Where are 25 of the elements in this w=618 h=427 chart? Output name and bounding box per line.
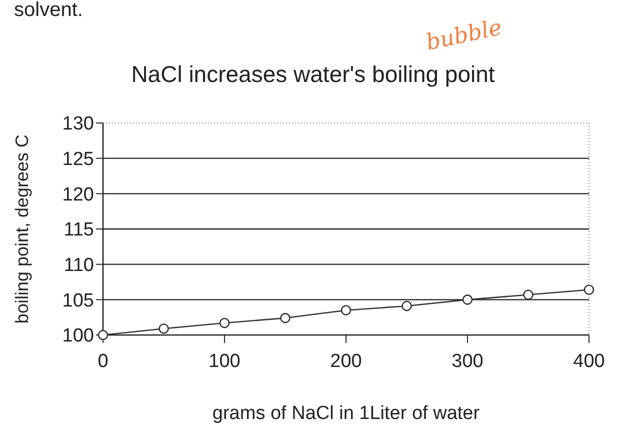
y-tick-label: 100 [62,326,94,347]
point [280,312,290,324]
x-tick-label: 200 [330,351,362,372]
point [402,300,412,312]
x-tick-label: 400 [573,351,605,372]
point [158,323,169,334]
point [523,290,534,300]
x-tick-label: 300 [452,351,484,372]
y-tick-label: 110 [64,254,94,276]
text: bubble [424,16,504,56]
point [584,284,594,295]
y-axis-title: boiling point, degrees C [12,134,32,324]
chart-title: NaCl increases water's boiling point [131,61,496,87]
y-tick-label: 105 [62,290,94,312]
x-axis-title: grams of NaCl in 1Liter of water [212,403,480,424]
point [219,318,230,328]
point [462,294,473,305]
y-tick-label: 125 [62,148,94,170]
x-tick-label: 100 [208,351,240,372]
text: solvent. [14,0,83,21]
y-tick-label: 120 [62,184,94,206]
y-tick-label: 130 [62,114,94,135]
y-tick-label: 115 [64,220,94,241]
point [340,305,352,316]
x-tick-label: 0 [98,351,108,372]
